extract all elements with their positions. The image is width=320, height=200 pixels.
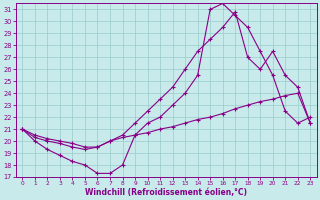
X-axis label: Windchill (Refroidissement éolien,°C): Windchill (Refroidissement éolien,°C)	[85, 188, 247, 197]
